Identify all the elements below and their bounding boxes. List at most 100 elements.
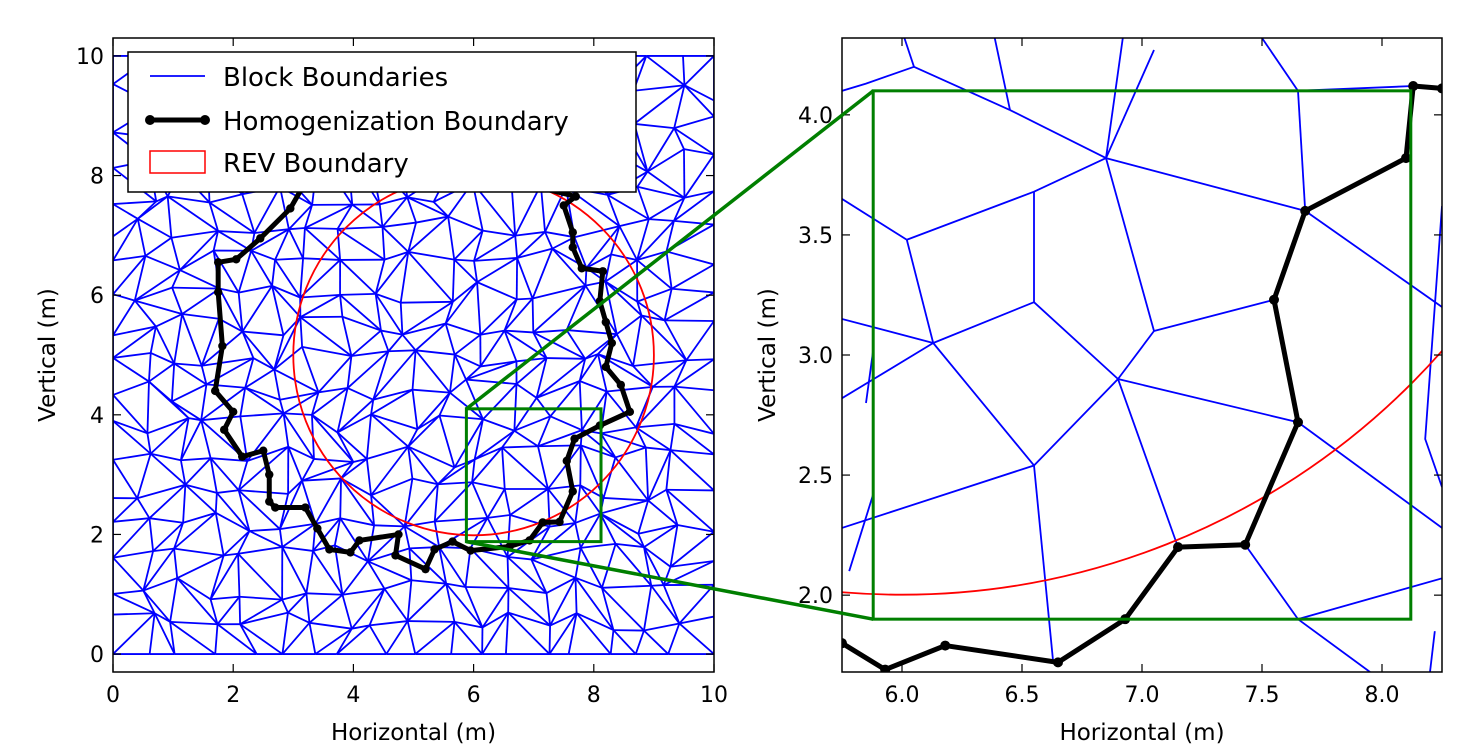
block-edge xyxy=(604,259,638,283)
block-edge xyxy=(650,585,681,625)
block-edge xyxy=(514,415,551,432)
block-edge xyxy=(1117,378,1179,548)
block-edge xyxy=(171,269,181,289)
block-edge xyxy=(341,560,369,596)
block-edge xyxy=(415,322,447,351)
block-edge xyxy=(645,446,671,452)
block-edge xyxy=(579,484,602,515)
block-edge xyxy=(239,623,258,655)
block-edge xyxy=(673,190,714,222)
block-edge xyxy=(445,322,481,336)
block-edge xyxy=(336,204,354,230)
block-edge xyxy=(367,525,375,562)
block-edge xyxy=(400,300,453,304)
block-edge xyxy=(603,497,649,502)
block-edge xyxy=(673,197,686,222)
block-edge xyxy=(666,250,714,266)
block-edge xyxy=(179,249,215,271)
block-edge xyxy=(574,512,601,524)
block-edge xyxy=(142,590,156,614)
block-edge xyxy=(216,596,241,625)
legend-homog-marker-right xyxy=(200,115,210,125)
block-edge xyxy=(174,362,202,367)
x-tick-label: 8.0 xyxy=(1365,683,1400,708)
block-edge xyxy=(237,553,283,601)
block-edge xyxy=(374,293,382,331)
block-edge xyxy=(113,420,148,435)
block-edge xyxy=(282,412,315,460)
block-edge xyxy=(182,484,187,523)
block-edge xyxy=(237,530,251,555)
block-edge xyxy=(281,546,308,594)
block-edge xyxy=(408,251,455,261)
block-edge xyxy=(574,577,578,614)
block-edge xyxy=(170,363,176,402)
block-edge xyxy=(601,587,615,631)
homogenization-vertex xyxy=(355,536,364,545)
block-edge xyxy=(181,313,203,367)
block-edge xyxy=(305,550,314,594)
homogenization-vertex xyxy=(616,380,626,390)
block-edge xyxy=(304,203,353,229)
homogenization-vertex xyxy=(559,201,568,210)
block-edge xyxy=(614,456,649,501)
block-edge xyxy=(1009,109,1107,159)
block-edge xyxy=(370,477,413,497)
block-edge xyxy=(453,354,467,380)
right-homogenization-markers xyxy=(842,81,1442,672)
block-edge xyxy=(416,414,440,430)
homogenization-vertex xyxy=(391,551,400,560)
block-edge xyxy=(516,297,533,301)
block-edge xyxy=(604,280,638,303)
y-tick-label: 0 xyxy=(90,643,104,668)
block-edge xyxy=(663,288,673,321)
block-edge xyxy=(471,446,503,483)
block-edge xyxy=(176,577,219,625)
block-edge xyxy=(1297,618,1371,672)
block-edge xyxy=(673,85,686,129)
block-edge xyxy=(299,316,352,357)
block-edge xyxy=(411,350,417,390)
block-edge xyxy=(515,357,548,385)
block-edge xyxy=(544,231,575,239)
block-edge xyxy=(906,190,1035,241)
block-edge xyxy=(215,512,250,532)
block-edge xyxy=(136,218,147,257)
block-edge xyxy=(201,357,254,367)
block-edge xyxy=(299,317,304,347)
block-edge xyxy=(113,612,155,616)
block-edge xyxy=(184,457,212,486)
block-edge xyxy=(240,412,284,418)
left-homogenization-markers xyxy=(210,183,635,574)
block-edge xyxy=(1117,378,1299,424)
block-edge xyxy=(407,251,454,303)
homogenization-vertex xyxy=(601,317,611,327)
block-edge xyxy=(342,587,385,596)
block-edge xyxy=(271,285,301,299)
block-edge xyxy=(238,446,289,491)
block-edge xyxy=(340,477,375,526)
block-edge xyxy=(143,577,178,592)
right-homogenization-boundary xyxy=(842,83,1442,672)
block-edge xyxy=(237,490,251,532)
block-edge xyxy=(333,545,344,595)
homogenization-vertex xyxy=(265,470,274,479)
block-edge xyxy=(200,365,208,385)
block-edge xyxy=(399,251,410,303)
homogenization-vertex xyxy=(218,341,227,351)
block-edge xyxy=(383,588,409,622)
block-edge xyxy=(476,281,518,301)
block-edge xyxy=(340,517,375,527)
block-edge xyxy=(684,190,714,199)
block-edge xyxy=(216,489,239,494)
block-edge xyxy=(515,231,546,237)
block-edge xyxy=(842,342,934,399)
block-edge xyxy=(370,446,409,496)
block-edge xyxy=(113,589,144,595)
homogenization-vertex xyxy=(1401,153,1411,164)
block-edge xyxy=(547,488,576,524)
homogenization-vertex xyxy=(568,487,577,496)
block-edge xyxy=(339,294,382,332)
block-edge xyxy=(1033,465,1055,663)
